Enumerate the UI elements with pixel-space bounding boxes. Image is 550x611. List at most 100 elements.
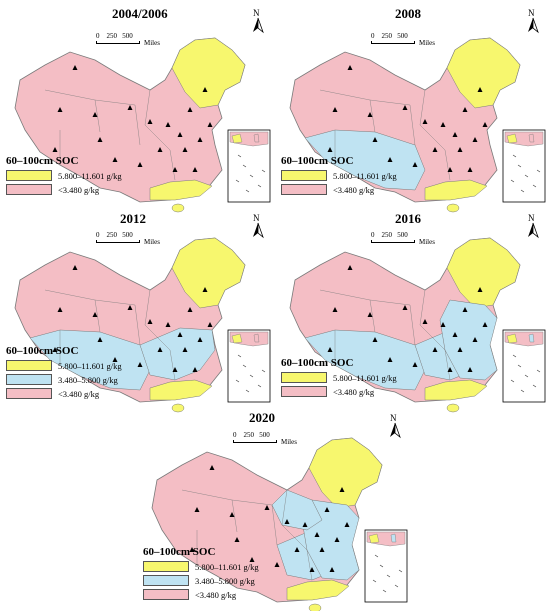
sample-site-icon xyxy=(332,107,338,112)
sample-site-icon xyxy=(457,147,463,152)
sample-site-icon xyxy=(387,157,393,162)
hainan-island xyxy=(171,203,185,213)
sample-site-icon xyxy=(207,322,213,327)
south-china-sea-inset xyxy=(364,529,408,603)
province-border xyxy=(409,104,416,146)
sample-site-icon xyxy=(462,107,468,112)
north-arrow-icon: N xyxy=(525,213,541,239)
map-panel-2008: 2008 0 250 500 Miles N 60–100cm SOC 5.80… xyxy=(275,0,550,213)
sample-site-icon xyxy=(440,322,446,327)
sample-site-icon xyxy=(187,107,193,112)
sample-site-icon xyxy=(194,507,200,512)
sample-site-icon xyxy=(202,87,208,92)
north-arrow-icon: N xyxy=(250,8,266,34)
sample-site-icon xyxy=(372,337,378,342)
sample-site-icon xyxy=(127,305,133,310)
sample-site-icon xyxy=(229,512,235,517)
north-arrow-icon: N xyxy=(525,8,541,34)
sample-site-icon xyxy=(112,357,118,362)
province-border xyxy=(281,489,308,551)
sample-site-icon xyxy=(165,122,171,127)
province-border xyxy=(94,299,101,333)
province-border xyxy=(444,349,451,381)
hainan-island xyxy=(308,603,322,611)
sample-site-icon xyxy=(97,337,103,342)
sample-site-icon xyxy=(314,532,320,537)
sample-site-icon xyxy=(372,137,378,142)
sample-site-icon xyxy=(329,567,335,572)
sample-site-icon xyxy=(402,105,408,110)
sample-site-icon xyxy=(172,167,178,172)
province-border xyxy=(144,289,171,351)
sample-site-icon xyxy=(327,147,333,152)
sample-site-icon xyxy=(197,137,203,142)
map-panel-2016: 2016 0 250 500 Miles N 60–100cm SOC 5.80… xyxy=(275,205,550,413)
sample-site-icon xyxy=(347,265,353,270)
sample-site-icon xyxy=(207,122,213,127)
region-ne xyxy=(171,37,246,109)
sample-site-icon xyxy=(57,107,63,112)
hainan-island xyxy=(446,203,460,213)
sample-site-icon xyxy=(202,287,208,292)
sample-site-icon xyxy=(472,337,478,342)
sample-site-icon xyxy=(477,287,483,292)
sample-site-icon xyxy=(367,312,373,317)
south-china-sea-inset xyxy=(502,129,546,203)
sample-site-icon xyxy=(189,547,195,552)
sample-site-icon xyxy=(182,347,188,352)
panel-title: 2020 xyxy=(249,410,275,425)
sample-site-icon xyxy=(432,147,438,152)
panel-title: 2008 xyxy=(395,6,421,21)
sample-site-icon xyxy=(147,319,153,324)
sample-site-icon xyxy=(482,322,488,327)
sample-site-icon xyxy=(302,522,308,527)
sample-site-icon xyxy=(165,322,171,327)
province-border xyxy=(444,149,451,181)
sample-site-icon xyxy=(177,332,183,337)
sample-site-icon xyxy=(192,367,198,372)
sample-site-icon xyxy=(412,162,418,167)
sample-site-icon xyxy=(447,167,453,172)
sample-site-icon xyxy=(234,537,240,542)
sample-site-icon xyxy=(177,132,183,137)
sample-site-icon xyxy=(334,537,340,542)
sample-site-icon xyxy=(422,119,428,124)
sample-site-icon xyxy=(274,562,280,567)
sample-site-icon xyxy=(127,105,133,110)
sample-site-icon xyxy=(452,132,458,137)
hainan-island xyxy=(171,403,185,413)
hainan-island xyxy=(446,403,460,413)
sample-site-icon xyxy=(249,557,255,562)
region-south xyxy=(149,379,213,401)
province-border xyxy=(169,149,176,181)
sample-site-icon xyxy=(92,312,98,317)
sample-site-icon xyxy=(367,112,373,117)
sample-site-icon xyxy=(52,147,58,152)
sample-site-icon xyxy=(264,505,270,510)
sample-site-icon xyxy=(339,487,345,492)
map-legend: 60–100cm SOC 5.800–11.601 g/kg 3.480–5.8… xyxy=(6,345,122,399)
region-south xyxy=(286,579,350,601)
sample-site-icon xyxy=(332,307,338,312)
sample-site-icon xyxy=(472,137,478,142)
sample-site-icon xyxy=(57,307,63,312)
sample-site-icon xyxy=(432,347,438,352)
province-border xyxy=(134,104,141,146)
panel-title: 2012 xyxy=(120,211,146,226)
sample-site-icon xyxy=(309,567,315,572)
province-border xyxy=(134,304,141,346)
map-legend: 60–100cm SOC 5.800–11.601 g/kg <3.480 g/… xyxy=(6,155,122,195)
south-china-sea-inset xyxy=(227,329,271,403)
map-legend: 60–100cm SOC 5.800–11.601 g/kg <3.480 g/… xyxy=(281,155,397,195)
sample-site-icon xyxy=(172,367,178,372)
map-panel-2020: 2020 0 250 500 Miles N 60–100cm SOC 5.80… xyxy=(137,405,412,611)
china-map xyxy=(151,437,408,611)
map-legend: 60–100cm SOC 5.800–11.601 g/kg 3.480–5.8… xyxy=(143,546,259,600)
region-ne xyxy=(171,237,246,309)
province-border xyxy=(419,289,446,351)
region-east xyxy=(439,299,498,381)
panel-title: 2016 xyxy=(395,211,421,226)
sample-site-icon xyxy=(457,347,463,352)
province-border xyxy=(306,549,313,581)
sample-site-icon xyxy=(347,65,353,70)
